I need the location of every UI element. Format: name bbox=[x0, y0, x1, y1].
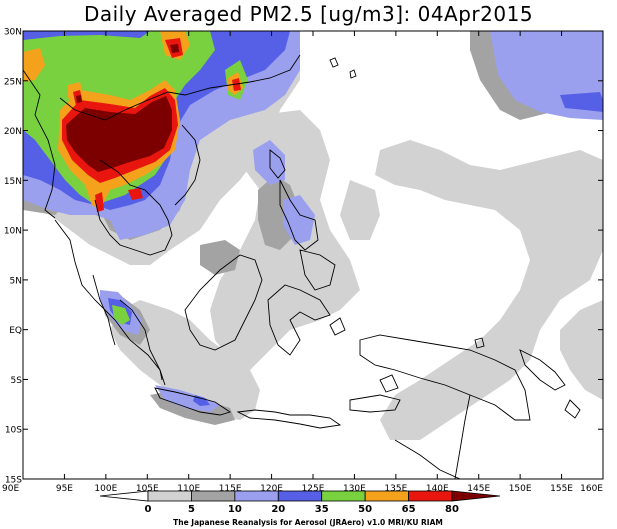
lat-label: EQ bbox=[9, 326, 22, 336]
lat-label: 15S bbox=[5, 476, 22, 486]
lon-label: 90E bbox=[2, 484, 19, 494]
lon-label: 145E bbox=[467, 484, 490, 494]
lon-label: 125E bbox=[302, 484, 325, 494]
colorbar-label: 35 bbox=[315, 504, 329, 515]
colorbar-label: 0 bbox=[145, 504, 152, 515]
lon-label: 130E bbox=[343, 484, 366, 494]
lon-label: 110E bbox=[177, 484, 200, 494]
colorbar-label: 65 bbox=[402, 504, 416, 515]
lat-label: 10N bbox=[4, 227, 22, 237]
colorbar-label: 5 bbox=[188, 504, 195, 515]
lon-label: 100E bbox=[94, 484, 117, 494]
lon-label: 95E bbox=[56, 484, 73, 494]
colorbar-segment bbox=[408, 490, 453, 502]
lon-label: 120E bbox=[260, 484, 283, 494]
lon-label: 135E bbox=[384, 484, 407, 494]
colorbar-segment bbox=[364, 490, 409, 502]
lat-label: 30N bbox=[4, 28, 22, 38]
lon-label: 115E bbox=[219, 484, 242, 494]
latitude-axis: 30N 25N 20N 15N 10N 5N EQ 5S 10S 15S bbox=[4, 28, 603, 486]
lat-label: 10S bbox=[5, 426, 22, 436]
colorbar-label: 20 bbox=[271, 504, 285, 515]
colorbar-segment bbox=[147, 490, 192, 502]
lat-label: 20N bbox=[4, 127, 22, 137]
colorbar-segment bbox=[191, 490, 236, 502]
colorbar-label: 80 bbox=[445, 504, 459, 515]
longitude-axis: 90E 95E 100E 105E 110E 115E 120E 125E 130E 135E 14… bbox=[2, 31, 604, 494]
lon-label: 140E bbox=[426, 484, 449, 494]
colorbar: 0 5 10 20 35 50 65 80 bbox=[99, 490, 501, 515]
pm25-field bbox=[23, 31, 603, 440]
level-above-80 bbox=[66, 44, 179, 172]
lat-label: 15N bbox=[4, 177, 22, 187]
lon-label: 105E bbox=[136, 484, 159, 494]
lat-label: 25N bbox=[4, 77, 22, 87]
lat-label: 5S bbox=[11, 376, 23, 386]
colorbar-segment bbox=[451, 490, 501, 502]
map-title: Daily Averaged PM2.5 [ug/m3]: 04Apr2015 bbox=[83, 2, 534, 26]
lat-label: 5N bbox=[10, 276, 22, 286]
colorbar-segment bbox=[277, 490, 323, 502]
lon-label: 160E bbox=[580, 484, 603, 494]
colorbar-label: 50 bbox=[358, 504, 372, 515]
credit-text: The Japanese Reanalysis for Aerosol (JRA… bbox=[173, 518, 443, 527]
colorbar-segment bbox=[234, 490, 279, 502]
lon-label: 150E bbox=[509, 484, 532, 494]
colorbar-label: 10 bbox=[228, 504, 242, 515]
lon-label: 155E bbox=[550, 484, 573, 494]
colorbar-segment bbox=[321, 490, 366, 502]
coastlines bbox=[23, 54, 581, 479]
